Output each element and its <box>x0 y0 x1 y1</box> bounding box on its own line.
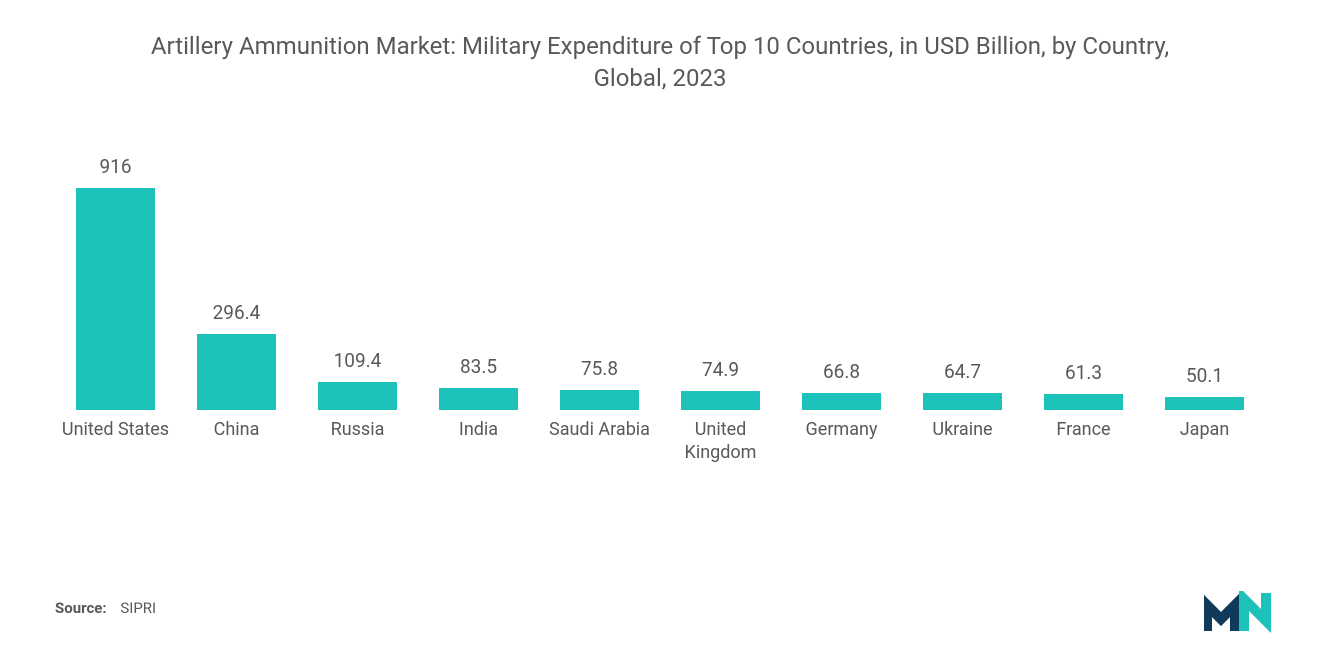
bar-value-label: 50.1 <box>1186 364 1223 387</box>
bar <box>439 388 519 409</box>
chart-container: Artillery Ammunition Market: Military Ex… <box>0 0 1320 665</box>
bar-value-label: 83.5 <box>460 355 497 378</box>
bar <box>681 391 761 410</box>
source-line: Source: SIPRI <box>55 599 156 617</box>
bar-value-label: 74.9 <box>702 358 739 381</box>
bar-slot: 916 <box>55 155 176 410</box>
source-value: SIPRI <box>120 599 156 617</box>
bar-slot: 83.5 <box>418 155 539 410</box>
bar-value-label: 61.3 <box>1065 361 1102 384</box>
x-axis-label: Saudi Arabia <box>539 418 660 465</box>
x-axis-label: Russia <box>297 418 418 465</box>
source-label: Source: <box>55 599 107 617</box>
bar-slot: 64.7 <box>902 155 1023 410</box>
x-axis-label: United States <box>55 418 176 465</box>
bar-slot: 74.9 <box>660 155 781 410</box>
bar <box>1165 397 1245 410</box>
bar-slot: 109.4 <box>297 155 418 410</box>
bar <box>318 382 398 410</box>
bar <box>76 188 156 410</box>
chart-title: Artillery Ammunition Market: Military Ex… <box>120 30 1200 95</box>
x-axis-label: United Kingdom <box>660 418 781 465</box>
bar-slot: 61.3 <box>1023 155 1144 410</box>
bar-value-label: 916 <box>99 155 131 178</box>
x-axis-label: Germany <box>781 418 902 465</box>
bar-value-label: 75.8 <box>581 357 618 380</box>
bar-value-label: 66.8 <box>823 360 860 383</box>
x-axis-label: India <box>418 418 539 465</box>
bar-value-label: 109.4 <box>334 349 382 372</box>
x-axis-label: Japan <box>1144 418 1265 465</box>
bar <box>1044 394 1124 410</box>
bars-row: 916 296.4 109.4 83.5 75.8 74.9 66.8 64.7 61.3 50.… <box>55 155 1265 410</box>
bar-slot: 75.8 <box>539 155 660 410</box>
bar-value-label: 64.7 <box>944 360 981 383</box>
x-axis-label: France <box>1023 418 1144 465</box>
bar <box>802 393 882 410</box>
bar-value-label: 296.4 <box>213 301 261 324</box>
x-axis-label: Ukraine <box>902 418 1023 465</box>
bar <box>560 390 640 409</box>
bar-slot: 66.8 <box>781 155 902 410</box>
bar-slot: 50.1 <box>1144 155 1265 410</box>
bar-slot: 296.4 <box>176 155 297 410</box>
bar <box>923 393 1003 410</box>
brand-logo <box>1204 591 1274 633</box>
bar <box>197 334 277 410</box>
x-axis-labels: United StatesChinaRussiaIndiaSaudi Arabi… <box>55 418 1265 465</box>
x-axis-label: China <box>176 418 297 465</box>
plot-area: 916 296.4 109.4 83.5 75.8 74.9 66.8 64.7 61.3 50.… <box>55 155 1265 515</box>
